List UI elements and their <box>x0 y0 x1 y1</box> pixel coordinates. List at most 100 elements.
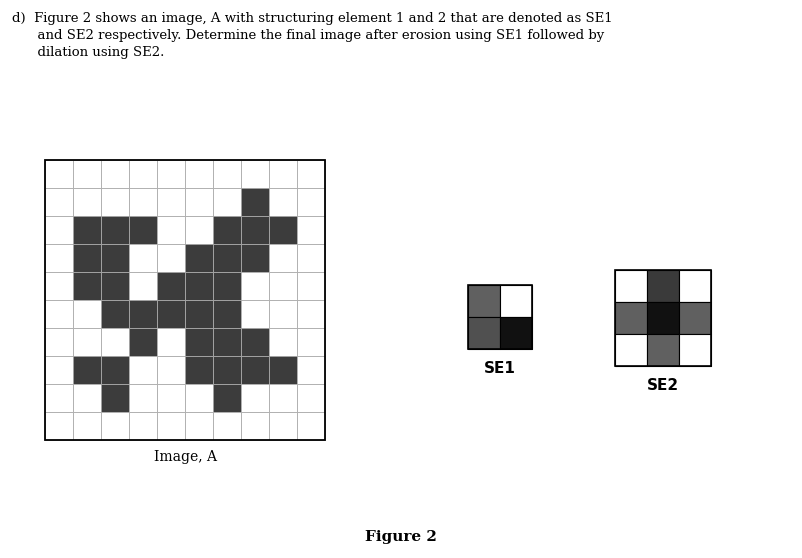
Bar <box>101 188 129 216</box>
Bar <box>269 244 297 272</box>
Bar <box>269 188 297 216</box>
Bar <box>297 244 325 272</box>
Bar <box>73 412 101 440</box>
Bar <box>129 300 157 328</box>
Bar <box>45 384 73 412</box>
Bar <box>73 384 101 412</box>
Bar <box>45 328 73 356</box>
Bar <box>500 317 532 349</box>
Bar <box>45 244 73 272</box>
Bar <box>297 160 325 188</box>
Bar <box>185 328 213 356</box>
Bar <box>185 244 213 272</box>
Bar <box>269 300 297 328</box>
Bar <box>241 216 269 244</box>
Bar <box>73 160 101 188</box>
Bar <box>468 285 500 317</box>
Bar <box>213 300 241 328</box>
Bar <box>297 412 325 440</box>
Bar <box>213 412 241 440</box>
Bar <box>297 356 325 384</box>
Text: and SE2 respectively. Determine the final image after erosion using SE1 followed: and SE2 respectively. Determine the fina… <box>12 29 604 42</box>
Bar <box>213 244 241 272</box>
Bar <box>129 244 157 272</box>
Bar <box>157 356 185 384</box>
Bar <box>500 285 532 317</box>
Bar <box>157 300 185 328</box>
Bar <box>129 216 157 244</box>
Bar <box>157 384 185 412</box>
Bar <box>129 384 157 412</box>
Bar <box>679 302 711 334</box>
Text: dilation using SE2.: dilation using SE2. <box>12 46 164 59</box>
Bar <box>185 188 213 216</box>
Bar <box>241 188 269 216</box>
Bar <box>101 328 129 356</box>
Bar <box>185 300 213 328</box>
Bar <box>297 300 325 328</box>
Bar <box>157 216 185 244</box>
Bar <box>647 270 679 302</box>
Bar <box>679 270 711 302</box>
Bar <box>45 356 73 384</box>
Bar <box>241 244 269 272</box>
Bar <box>269 328 297 356</box>
Bar <box>45 412 73 440</box>
Bar <box>269 272 297 300</box>
Bar <box>241 160 269 188</box>
Bar <box>269 160 297 188</box>
Bar <box>157 244 185 272</box>
Bar <box>45 216 73 244</box>
Bar <box>213 384 241 412</box>
Bar <box>297 272 325 300</box>
Bar <box>129 328 157 356</box>
Bar <box>129 356 157 384</box>
Text: d)  Figure 2 shows an image, A with structuring element 1 and 2 that are denoted: d) Figure 2 shows an image, A with struc… <box>12 12 613 25</box>
Bar <box>157 160 185 188</box>
Bar <box>73 300 101 328</box>
Bar <box>129 160 157 188</box>
Bar <box>213 160 241 188</box>
Bar <box>45 272 73 300</box>
Bar <box>679 334 711 366</box>
Bar <box>129 412 157 440</box>
Bar <box>101 300 129 328</box>
Text: SE2: SE2 <box>647 378 679 393</box>
Bar <box>101 384 129 412</box>
Bar <box>73 272 101 300</box>
Bar <box>157 412 185 440</box>
Bar <box>157 328 185 356</box>
Bar <box>129 272 157 300</box>
Bar <box>241 412 269 440</box>
Bar <box>297 216 325 244</box>
Bar <box>45 300 73 328</box>
Bar <box>101 356 129 384</box>
Bar <box>241 300 269 328</box>
Bar <box>185 356 213 384</box>
Bar <box>101 272 129 300</box>
Bar <box>213 328 241 356</box>
Bar <box>647 334 679 366</box>
Bar <box>297 328 325 356</box>
Bar <box>185 412 213 440</box>
Bar <box>241 272 269 300</box>
Bar <box>157 272 185 300</box>
Bar <box>241 328 269 356</box>
Bar <box>45 188 73 216</box>
Bar <box>241 356 269 384</box>
Bar <box>101 412 129 440</box>
Bar <box>73 216 101 244</box>
Bar <box>269 384 297 412</box>
Bar <box>185 160 213 188</box>
Bar <box>297 384 325 412</box>
Bar <box>101 160 129 188</box>
Bar <box>101 216 129 244</box>
Bar <box>185 216 213 244</box>
Bar <box>241 384 269 412</box>
Bar <box>615 302 647 334</box>
Bar <box>615 334 647 366</box>
Bar <box>73 328 101 356</box>
Bar <box>468 285 532 349</box>
Bar <box>185 384 213 412</box>
Bar <box>129 188 157 216</box>
